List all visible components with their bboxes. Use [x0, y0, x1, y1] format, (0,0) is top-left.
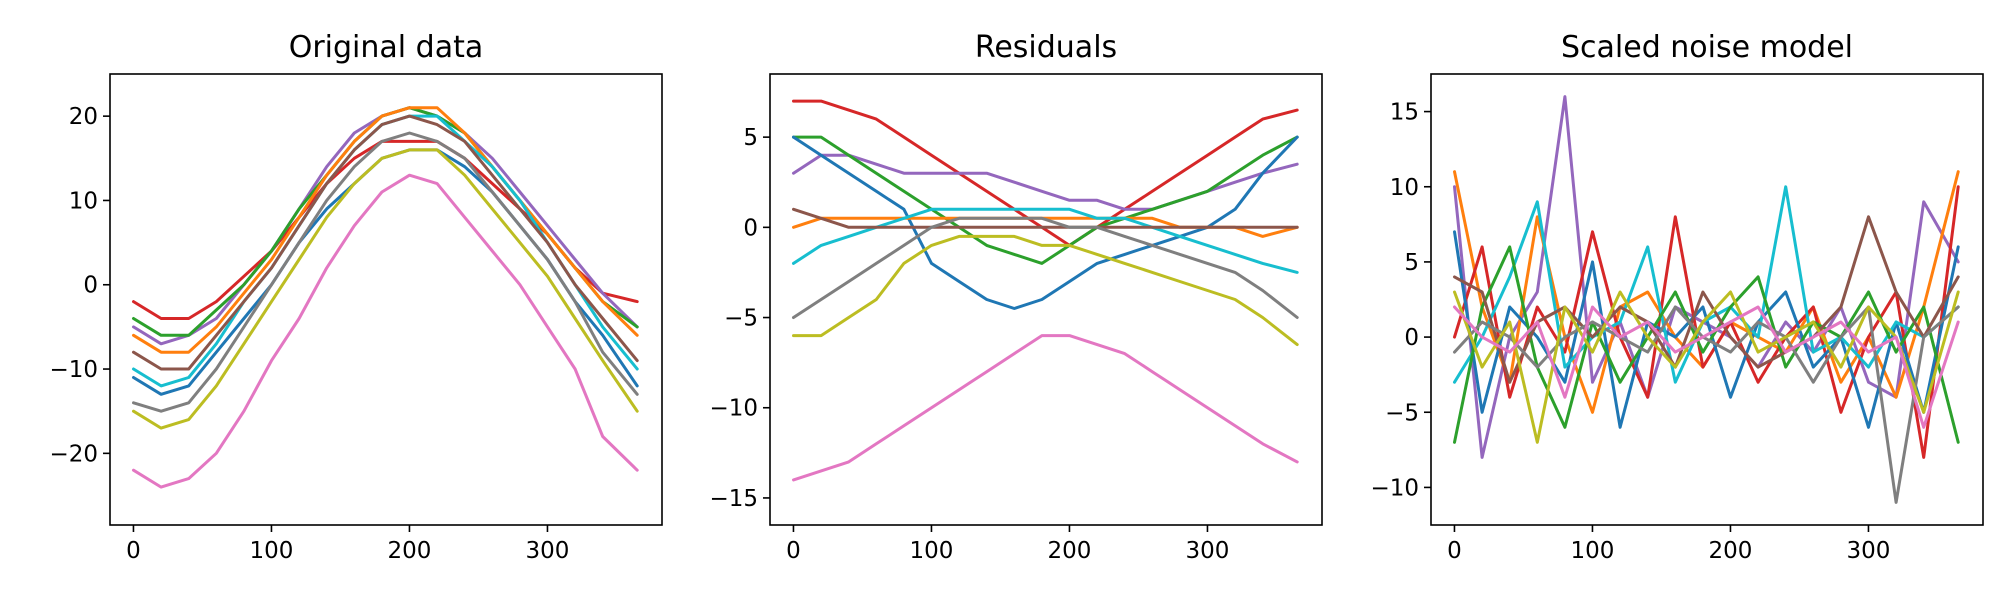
y-tick-label: 0 — [83, 273, 98, 299]
y-tick-label: 0 — [1404, 325, 1419, 351]
series-line-5 — [1453, 185, 1960, 384]
x-tick-label: 100 — [250, 538, 294, 564]
axes-frame — [109, 73, 663, 526]
y-tick-label: 5 — [1404, 250, 1419, 276]
plot-area — [132, 106, 639, 489]
series-line-2 — [132, 106, 639, 346]
series-line-8 — [132, 131, 639, 413]
series-line-10 — [1453, 305, 1960, 429]
axes-frame — [769, 73, 1323, 526]
x-tick-label: 0 — [126, 538, 141, 564]
subplot-2: 0 100 200 300 −15 −10 −5 0 5 Residuals — [709, 30, 1323, 564]
y-tick-label: −10 — [709, 396, 758, 422]
series-line-9 — [1453, 290, 1960, 444]
series-line-10 — [132, 173, 639, 489]
y-tick-label: 20 — [69, 104, 98, 130]
y-tick-label: −10 — [49, 357, 98, 383]
x-tick-label: 0 — [786, 538, 801, 564]
series-line-3 — [1453, 185, 1960, 459]
x-tick-label: 0 — [1447, 538, 1462, 564]
x-tick-label: 200 — [1048, 538, 1092, 564]
x-tick-label: 300 — [526, 538, 570, 564]
x-tick-label: 200 — [388, 538, 432, 564]
axes-frame — [1430, 73, 1984, 526]
x-tick-label: 200 — [1709, 538, 1753, 564]
subplot-3: 0 100 200 300 −10 −5 0 5 10 15 Scaled noise model — [1370, 30, 1984, 564]
subplot-title: Original data — [289, 30, 484, 65]
series-line-4 — [1453, 230, 1960, 429]
series-line-1 — [792, 99, 1299, 247]
y-tick-label: 0 — [743, 215, 758, 241]
y-tick-label: −15 — [709, 486, 758, 512]
y-tick-label: 15 — [1390, 100, 1419, 126]
series-line-8 — [792, 216, 1299, 319]
series-line-10 — [792, 334, 1299, 482]
plot-area — [792, 99, 1299, 482]
subplot-title: Scaled noise model — [1561, 30, 1853, 65]
y-tick-label: 10 — [1390, 175, 1419, 201]
x-tick-label: 100 — [1571, 538, 1615, 564]
series-line-7 — [132, 114, 639, 371]
x-tick-label: 100 — [910, 538, 954, 564]
y-tick-label: −20 — [49, 441, 98, 467]
series-line-3 — [792, 135, 1299, 265]
series-line-6 — [132, 148, 639, 396]
subplot-1: 0 100 200 300 −20 −10 0 10 20 Original data — [49, 30, 663, 564]
y-tick-label: −5 — [1385, 400, 1419, 426]
series-line-4 — [132, 106, 639, 354]
subplot-title: Residuals — [975, 30, 1117, 65]
x-tick-label: 300 — [1186, 538, 1230, 564]
plot-area — [1453, 95, 1960, 504]
series-line-9 — [132, 148, 639, 430]
y-tick-label: 10 — [69, 188, 98, 214]
y-tick-label: −5 — [724, 306, 758, 332]
series-line-1 — [132, 139, 639, 320]
y-tick-label: −10 — [1370, 475, 1419, 501]
x-tick-label: 300 — [1847, 538, 1891, 564]
y-tick-label: 5 — [743, 125, 758, 151]
series-line-9 — [792, 234, 1299, 347]
series-line-7 — [792, 207, 1299, 229]
